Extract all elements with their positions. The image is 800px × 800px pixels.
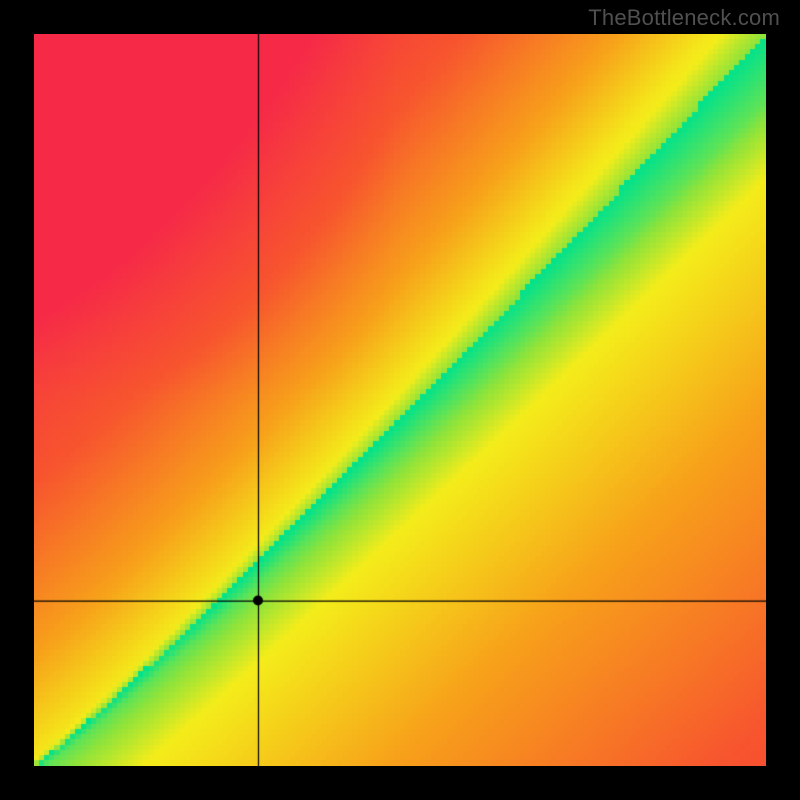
bottleneck-heatmap [34,34,766,766]
figure-container: TheBottleneck.com [0,0,800,800]
watermark-text: TheBottleneck.com [588,5,780,31]
